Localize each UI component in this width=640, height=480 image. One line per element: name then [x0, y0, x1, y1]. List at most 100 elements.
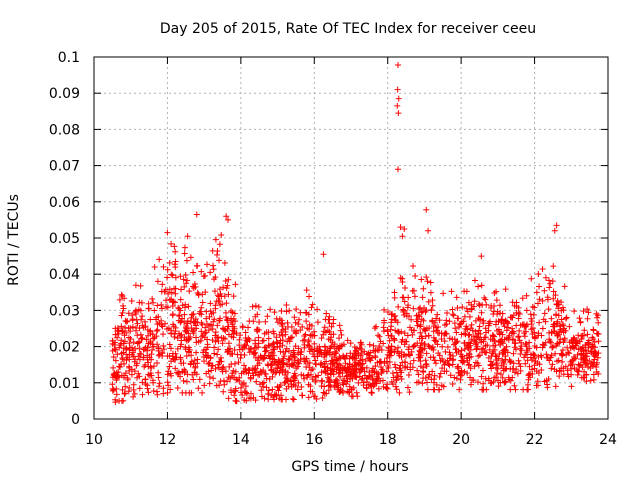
data-point — [397, 373, 404, 380]
x-tick-label: 18 — [379, 432, 397, 448]
data-point — [457, 320, 464, 327]
data-point — [515, 357, 522, 364]
data-point — [478, 373, 485, 380]
data-point — [120, 305, 127, 312]
data-point — [181, 311, 188, 318]
data-point — [461, 346, 468, 353]
data-point — [112, 357, 119, 364]
data-point — [526, 363, 533, 370]
data-point — [572, 355, 579, 362]
data-point — [241, 352, 248, 359]
data-point — [136, 339, 143, 346]
data-point — [454, 338, 461, 345]
data-point — [401, 298, 408, 305]
data-point — [436, 317, 443, 324]
data-point — [168, 271, 175, 278]
data-point — [461, 330, 468, 337]
data-point — [430, 346, 437, 353]
data-point — [218, 354, 225, 361]
data-point — [490, 378, 497, 385]
data-point — [189, 328, 196, 335]
data-point — [286, 347, 292, 354]
data-point — [224, 349, 231, 356]
data-point — [558, 368, 565, 375]
data-point — [436, 374, 443, 381]
data-point — [155, 374, 162, 381]
data-point — [150, 363, 157, 370]
data-point — [115, 373, 122, 380]
data-point — [136, 345, 143, 352]
data-point — [584, 331, 591, 338]
data-point — [293, 330, 300, 337]
data-point — [336, 355, 343, 362]
data-point — [552, 383, 559, 390]
data-point — [502, 378, 509, 385]
data-point — [252, 302, 259, 309]
data-point — [505, 336, 512, 343]
data-point — [433, 324, 440, 331]
data-point — [410, 263, 417, 270]
data-point — [139, 391, 146, 398]
data-point — [220, 335, 227, 342]
data-point — [429, 368, 436, 375]
data-point — [441, 322, 448, 329]
data-point — [549, 344, 556, 351]
data-point — [451, 374, 458, 381]
data-point — [135, 370, 142, 377]
data-point — [274, 365, 281, 372]
data-point — [282, 378, 289, 385]
data-point — [286, 307, 293, 314]
data-point — [497, 302, 504, 309]
data-point — [210, 266, 217, 273]
data-point — [131, 368, 138, 375]
y-tick-label: 0.08 — [49, 122, 80, 138]
data-point — [262, 371, 269, 378]
data-points — [109, 61, 602, 406]
data-point — [230, 323, 237, 330]
data-point — [230, 315, 237, 322]
data-point — [314, 306, 321, 313]
data-point — [336, 388, 343, 395]
data-point — [225, 216, 232, 223]
data-point — [281, 353, 288, 360]
data-point — [231, 360, 238, 367]
data-point — [539, 325, 546, 332]
data-point — [118, 398, 125, 405]
data-point — [334, 380, 341, 387]
data-point — [528, 275, 535, 282]
data-point — [558, 350, 565, 357]
data-point — [225, 276, 232, 283]
data-point — [498, 336, 505, 343]
data-point — [216, 257, 223, 264]
data-point — [235, 359, 242, 366]
data-point — [589, 334, 596, 341]
data-point — [171, 285, 178, 292]
data-point — [160, 331, 167, 338]
data-point — [554, 340, 561, 347]
data-point — [116, 344, 123, 351]
data-point — [439, 343, 446, 350]
data-point — [431, 337, 438, 344]
data-point — [245, 324, 252, 331]
data-point — [533, 289, 540, 296]
data-point — [199, 389, 206, 396]
data-point — [167, 345, 174, 352]
data-point — [353, 389, 360, 396]
data-point — [261, 344, 268, 351]
data-point — [429, 297, 436, 304]
data-point — [521, 354, 528, 361]
x-tick-label: 12 — [159, 432, 177, 448]
data-point — [550, 263, 557, 270]
data-point — [256, 371, 263, 378]
data-point — [420, 285, 427, 292]
data-point — [109, 338, 116, 345]
data-point — [117, 364, 124, 371]
data-point — [305, 394, 312, 401]
data-point — [557, 336, 564, 343]
data-point — [190, 269, 197, 276]
data-point — [228, 389, 235, 396]
data-point — [201, 382, 208, 389]
data-point — [513, 366, 520, 373]
data-point — [176, 312, 183, 319]
